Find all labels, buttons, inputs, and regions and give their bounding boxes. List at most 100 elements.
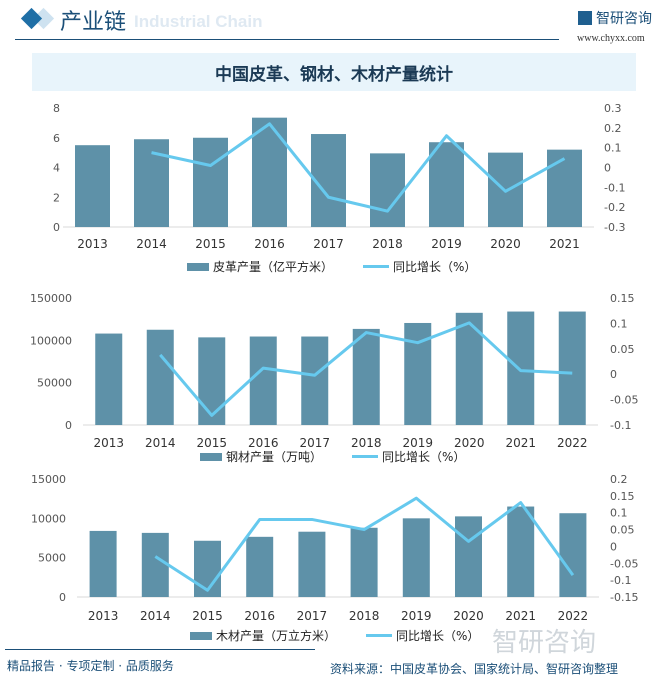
bar-2013 (89, 530, 117, 597)
y-tick-label: 150000 (30, 292, 72, 305)
x-tick-label: 2016 (244, 609, 275, 623)
bar-2014 (146, 329, 174, 425)
y2-tick-label: -0.15 (610, 591, 638, 604)
site-url: www.chyxx.com (577, 33, 645, 44)
y2-tick-label: -0.2 (604, 201, 625, 214)
x-tick-label: 2016 (254, 237, 285, 251)
x-tick-label: 2019 (401, 609, 432, 623)
y2-tick-label: -0.3 (604, 221, 625, 234)
bar-2013 (95, 333, 123, 425)
y2-tick-label: 0.15 (610, 490, 635, 503)
y2-tick-label: 0 (610, 368, 617, 381)
legend-bar-label: 木材产量（万立方米） (216, 629, 337, 643)
x-tick-label: 2017 (299, 436, 330, 450)
y2-tick-label: -0.1 (604, 181, 625, 194)
legend-bar-label: 皮革产量（亿平方米） (213, 260, 334, 274)
y-tick-label: 100000 (30, 334, 72, 347)
bar-2020 (455, 516, 482, 597)
bar-2014 (141, 532, 169, 597)
x-tick-label: 2016 (248, 436, 279, 450)
footer-slogan: 精品报告 · 专项定制 · 品质服务 (7, 659, 174, 673)
legend-bar-swatch (200, 452, 222, 461)
x-tick-label: 2013 (88, 609, 119, 623)
y-tick-label: 5000 (38, 552, 66, 565)
watermark: 智研咨询 (492, 628, 597, 658)
x-tick-label: 2017 (313, 237, 344, 251)
header-subtitle: Industrial Chain (134, 12, 263, 31)
bar-2016 (249, 336, 277, 425)
x-tick-label: 2014 (145, 436, 176, 450)
x-tick-label: 2018 (351, 436, 382, 450)
x-tick-label: 2019 (402, 436, 433, 450)
x-tick-label: 2020 (490, 237, 521, 251)
y2-tick-label: 0.05 (610, 343, 635, 356)
y2-tick-label: 0 (610, 540, 617, 553)
bar-2016 (246, 536, 274, 597)
x-tick-label: 2015 (196, 436, 227, 450)
legend-2: 钢材产量（万吨） 同比增长（%） (200, 448, 465, 465)
x-tick-label: 2022 (557, 436, 588, 450)
y2-tick-label: 0.2 (610, 473, 628, 486)
x-tick-label: 2021 (505, 609, 536, 623)
header-divider (15, 39, 559, 40)
y-tick-label: 15000 (31, 473, 66, 486)
chart-title: 中国皮革、钢材、木材产量统计 (32, 53, 636, 91)
bar-2015 (198, 337, 226, 425)
y2-tick-label: 0.3 (604, 102, 622, 115)
y2-tick-label: 0.2 (604, 122, 622, 135)
x-tick-label: 2019 (431, 237, 462, 251)
y2-tick-label: 0.1 (610, 317, 628, 330)
x-tick-label: 2015 (192, 609, 223, 623)
legend-bar-swatch (187, 262, 209, 271)
growth-line (151, 122, 566, 213)
x-tick-label: 2021 (549, 237, 580, 251)
logo-text: 智研咨询 (596, 11, 652, 27)
y2-tick-label: -0.05 (610, 394, 638, 407)
x-tick-label: 2022 (558, 609, 589, 623)
bar-2021 (507, 311, 535, 425)
legend-1: 皮革产量（亿平方米） 同比增长（%） (187, 258, 476, 275)
y-tick-label: 2 (53, 191, 60, 204)
y2-tick-label: 0.15 (610, 292, 635, 305)
bar-2015 (194, 540, 221, 597)
x-tick-label: 2017 (297, 609, 328, 623)
y2-tick-label: -0.05 (610, 557, 638, 570)
bar-2021 (507, 506, 535, 597)
y2-tick-label: 0.05 (610, 524, 635, 537)
footer-divider (5, 649, 315, 650)
x-tick-label: 2014 (136, 237, 167, 251)
bar-2013 (75, 145, 110, 227)
legend-3: 木材产量（万立方米） 同比增长（%） (190, 627, 479, 644)
bar-2022 (559, 513, 587, 597)
y-tick-label: 4 (53, 162, 60, 175)
y-tick-label: 0 (59, 591, 66, 604)
y-tick-label: 8 (53, 102, 60, 115)
x-tick-label: 2018 (372, 237, 403, 251)
x-tick-label: 2013 (77, 237, 108, 251)
bar-2015 (193, 137, 228, 227)
bar-2018 (370, 153, 405, 227)
legend-line-label: 同比增长（%） (382, 450, 466, 464)
x-tick-label: 2020 (453, 609, 484, 623)
bar-2019 (429, 142, 464, 227)
y-tick-label: 0 (65, 419, 72, 432)
legend-line-swatch (366, 634, 393, 637)
y-tick-label: 0 (53, 221, 60, 234)
bar-2017 (301, 336, 329, 425)
x-tick-label: 2014 (140, 609, 171, 623)
legend-line-swatch (352, 455, 379, 458)
bar-2021 (547, 149, 582, 227)
x-tick-label: 2013 (93, 436, 124, 450)
bar-2019 (402, 518, 430, 597)
bar-2022 (558, 311, 586, 425)
y-tick-label: 50000 (37, 377, 72, 390)
header-title: 产业链 (60, 10, 127, 35)
bar-2018 (352, 328, 380, 425)
legend-line-label: 同比增长（%） (396, 629, 480, 643)
legend-line-label: 同比增长（%） (393, 260, 477, 274)
bar-2017 (298, 531, 326, 597)
legend-bar-swatch (190, 631, 212, 640)
y2-tick-label: 0 (604, 162, 611, 175)
